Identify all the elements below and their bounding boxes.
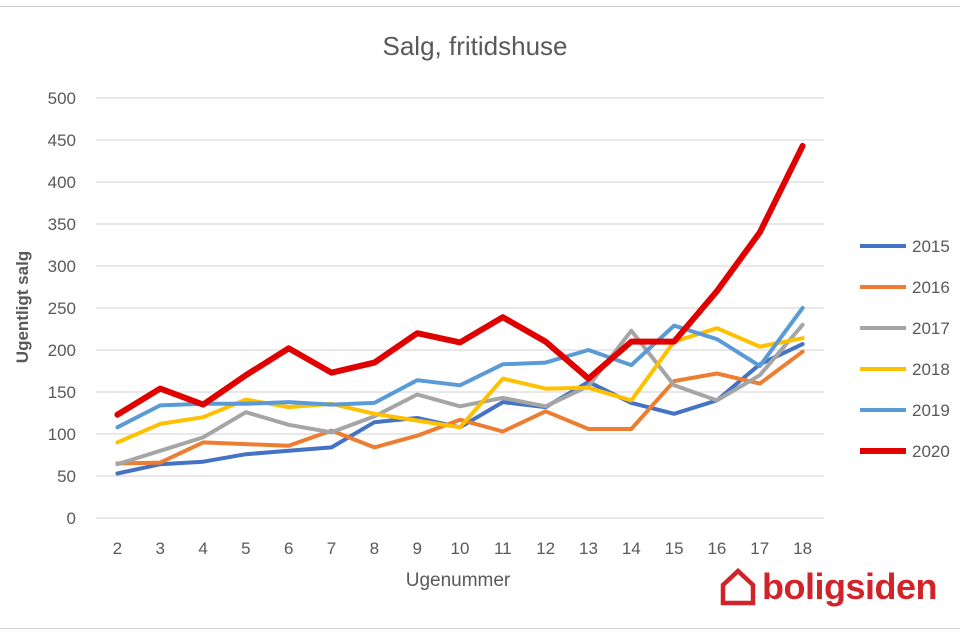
x-tick-label: 4	[198, 539, 207, 558]
x-axis-label: Ugenummer	[406, 570, 511, 591]
bottom-border	[0, 628, 960, 629]
house-icon	[720, 568, 756, 606]
y-tick-label: 300	[48, 257, 76, 276]
chart-title: Salg, fritidshuse	[383, 31, 568, 61]
x-tick-label: 12	[536, 539, 555, 558]
gridlines	[96, 97, 824, 519]
legend-label-2016: 2016	[912, 278, 950, 297]
y-tick-labels: 0 50 100 150 200 250 300 350 400 450 500	[48, 89, 76, 528]
y-tick-label: 50	[57, 467, 76, 486]
y-tick-label: 200	[48, 341, 76, 360]
x-tick-label: 5	[241, 539, 250, 558]
y-tick-label: 0	[67, 509, 76, 528]
legend-label-2019: 2019	[912, 401, 950, 420]
legend-label-2015: 2015	[912, 237, 950, 256]
legend: 2015 2016 2017 2018 2019 2020	[860, 237, 950, 461]
brand-name: boligsiden	[762, 566, 938, 607]
x-tick-label: 8	[370, 539, 379, 558]
y-tick-label: 500	[48, 89, 76, 108]
x-tick-label: 7	[327, 539, 336, 558]
x-tick-label: 13	[579, 539, 598, 558]
x-tick-label: 18	[793, 539, 812, 558]
x-tick-label: 16	[707, 539, 726, 558]
y-tick-label: 400	[48, 173, 76, 192]
y-tick-label: 450	[48, 131, 76, 150]
legend-label-2017: 2017	[912, 319, 950, 338]
x-tick-label: 6	[284, 539, 293, 558]
series-line-2016	[115, 349, 805, 466]
legend-label-2018: 2018	[912, 360, 950, 379]
legend-label-2020: 2020	[912, 442, 950, 461]
y-tick-label: 150	[48, 383, 76, 402]
x-tick-labels: 2 3 4 5 6 7 8 9 10 11 12 13 14 15 16 17 18	[113, 539, 812, 558]
y-tick-label: 350	[48, 215, 76, 234]
series-lines	[114, 142, 806, 476]
y-tick-label: 250	[48, 299, 76, 318]
x-tick-label: 10	[451, 539, 470, 558]
y-tick-label: 100	[48, 425, 76, 444]
x-tick-label: 14	[622, 539, 641, 558]
x-tick-label: 2	[113, 539, 122, 558]
x-tick-label: 3	[156, 539, 165, 558]
x-tick-label: 11	[494, 539, 512, 558]
x-tick-label: 9	[412, 539, 421, 558]
boligsiden-logo: boligsiden	[720, 566, 938, 608]
series-line-2017	[115, 322, 805, 467]
series-line-2019	[115, 306, 805, 430]
x-tick-label: 15	[665, 539, 684, 558]
top-border	[0, 6, 960, 7]
y-axis-label: Ugentligt salg	[13, 251, 32, 363]
x-tick-label: 17	[750, 539, 769, 558]
series-line-2020	[114, 142, 806, 418]
